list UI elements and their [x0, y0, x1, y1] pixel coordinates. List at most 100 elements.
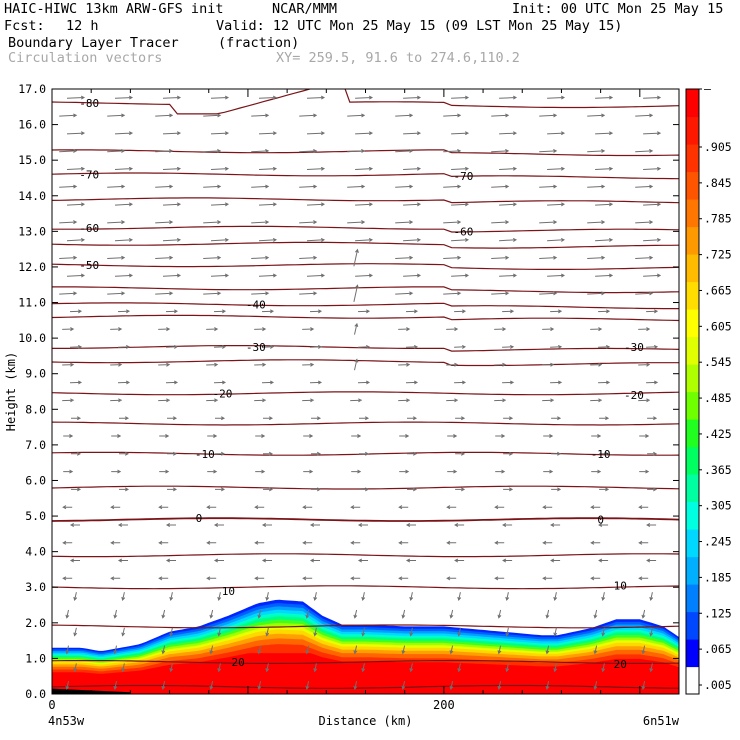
vector-arrow [539, 149, 558, 153]
vector-arrow [155, 184, 174, 189]
valid-time: Valid: 12 UTC Mon 25 May 15 (09 LST Mon … [216, 18, 623, 34]
vector-arrow [409, 663, 414, 673]
colorbar-swatch [686, 584, 699, 613]
colorbar-swatch [686, 666, 699, 695]
colorbar-swatch [686, 446, 699, 475]
vector-arrow [407, 451, 418, 456]
vector-arrow [73, 592, 78, 602]
vector-arrow [107, 255, 126, 260]
vector-arrow [309, 558, 320, 563]
vector-arrow [405, 558, 416, 563]
vector-arrow [497, 645, 502, 655]
vector-arrow [117, 380, 131, 385]
vector-arrow [210, 95, 230, 100]
vector-arrow [258, 202, 278, 207]
vector-arrow [303, 434, 314, 438]
vector-arrow [355, 273, 374, 278]
vector-arrow [302, 540, 313, 545]
vector-arrow [646, 380, 659, 385]
y-tick-label: 16.0 [18, 118, 46, 132]
vector-arrow [395, 220, 414, 225]
vector-arrow [599, 451, 610, 456]
vector-arrow [155, 255, 174, 260]
vector-arrow [638, 398, 651, 403]
vector-arrow [165, 522, 176, 527]
contour-line [52, 624, 679, 629]
vector-arrow [443, 149, 462, 153]
colorbar-swatch [686, 281, 699, 310]
vector-arrow [595, 166, 614, 171]
contour-label: -20 [624, 389, 644, 402]
vector-arrow [217, 663, 222, 673]
vector-arrow [255, 434, 266, 438]
colorbar-label: .425 [704, 427, 732, 441]
vector-arrow [447, 469, 458, 474]
vector-arrow [587, 255, 606, 260]
vector-arrow [590, 540, 601, 545]
tracer-layer [52, 653, 679, 694]
vector-arrow [593, 645, 598, 655]
vector-arrow [251, 149, 270, 153]
colorbar-swatch [686, 474, 699, 503]
y-tick-label: 3.0 [25, 580, 46, 594]
vector-arrow [203, 184, 222, 189]
vector-arrow [359, 416, 370, 421]
contour-line [52, 684, 679, 689]
vector-arrow [162, 273, 182, 278]
contour-line [52, 553, 679, 558]
colorbar-swatch [686, 391, 699, 420]
vector-arrow [646, 558, 657, 563]
vector-arrow [497, 681, 502, 691]
vector-arrow [595, 131, 614, 136]
temperature-contours [52, 89, 679, 689]
vector-arrow [539, 220, 558, 225]
contour-label: -10 [195, 448, 215, 461]
vector-arrow [355, 131, 374, 136]
vector-arrow [299, 220, 318, 225]
vector-arrow [353, 248, 359, 267]
vector-arrow [551, 451, 562, 456]
vector-arrow [499, 95, 518, 100]
x-axis-label: Distance (km) [319, 714, 413, 728]
vector-arrow [550, 558, 561, 563]
vector-arrow [361, 663, 366, 673]
vector-arrow [499, 237, 518, 242]
vector-arrow [494, 398, 507, 403]
cross-section-endpoints: XY= 259.5, 91.6 to 274.6,110.2 [276, 50, 520, 66]
contour-label: -30 [246, 341, 266, 354]
vector-arrow [121, 627, 126, 637]
vector-arrow [213, 344, 227, 349]
contour-label: -30 [624, 341, 644, 354]
vector-arrow [543, 434, 554, 438]
vector-arrow [357, 309, 371, 314]
vector-arrow [590, 362, 603, 367]
contour-label: 0 [196, 512, 203, 525]
vector-arrow [71, 451, 82, 456]
vector-arrow [206, 327, 219, 332]
vector-arrow [63, 469, 74, 474]
vector-arrow [110, 398, 123, 403]
vector-arrow [162, 95, 182, 100]
forecast-label: Fcst: [4, 18, 45, 34]
vector-arrow [254, 505, 265, 510]
vector-arrow [547, 273, 566, 278]
vector-arrow [590, 398, 603, 403]
vector-arrow [207, 469, 218, 474]
vector-arrow [107, 220, 126, 225]
vector-arrow [590, 576, 601, 581]
vector-arrow [73, 663, 78, 673]
vector-arrow [114, 237, 134, 242]
vector-arrow [638, 362, 651, 367]
vector-arrow [213, 309, 227, 314]
colorbar-label: .365 [704, 463, 732, 477]
vector-arrow [306, 95, 326, 100]
vector-arrow [353, 645, 358, 655]
vector-arrow [403, 273, 422, 278]
vector-arrow [454, 380, 467, 385]
vector-arrow [62, 362, 75, 367]
colorbar-label: .665 [704, 283, 732, 297]
vector-arrow [638, 540, 649, 545]
vector-arrow [357, 558, 368, 563]
vector-arrow [350, 505, 361, 510]
